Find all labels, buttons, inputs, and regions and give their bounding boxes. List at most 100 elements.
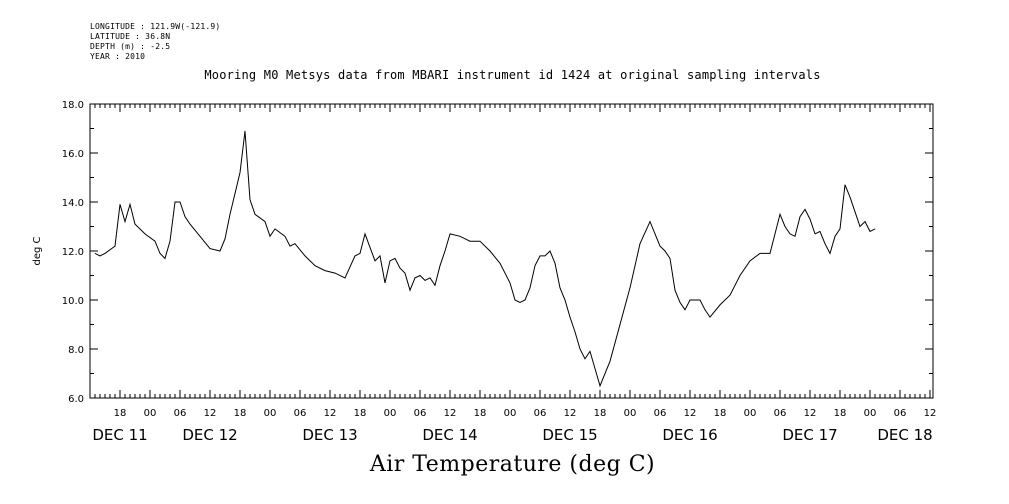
data-point — [354, 255, 356, 257]
plot-frame — [89, 103, 934, 399]
data-point — [659, 245, 661, 247]
x-tick-label: 00 — [384, 408, 397, 419]
data-point — [509, 282, 511, 284]
data-point — [554, 263, 556, 264]
data-point — [239, 172, 241, 173]
data-point — [829, 253, 831, 254]
data-point — [94, 253, 96, 254]
data-point — [849, 196, 851, 198]
x-tick-label: 00 — [624, 408, 637, 419]
x-tick-label: 06 — [774, 408, 787, 419]
metadata-depth: DEPTH (m) : -2.5 — [90, 42, 171, 51]
data-point — [639, 243, 641, 244]
data-point — [154, 240, 156, 242]
data-point — [114, 245, 116, 247]
chart-svg: 6.0 8.0 10.0 12.0 14.0 16.0 18.0 deg C 18 00 06 12 1… — [32, 100, 937, 444]
data-point — [684, 309, 686, 311]
data-point — [609, 361, 611, 362]
y-tick-label: 8.0 — [68, 345, 84, 356]
data-point — [479, 240, 481, 242]
x-tick-label: 12 — [444, 408, 457, 419]
data-point — [519, 302, 521, 303]
data-point — [374, 260, 376, 262]
data-point — [459, 236, 461, 237]
data-point — [844, 184, 846, 186]
data-point — [119, 204, 121, 205]
y-axis-label: deg C — [32, 236, 43, 265]
x-tick-label: 12 — [924, 408, 937, 419]
data-point — [289, 245, 291, 247]
x-tick-label: 12 — [684, 408, 697, 419]
data-point — [359, 253, 361, 254]
data-point — [129, 204, 131, 205]
metadata-longitude: LONGITUDE : 121.9W(-121.9) — [90, 22, 221, 31]
x-tick-label: 12 — [324, 408, 337, 419]
data-point — [769, 253, 771, 254]
data-point — [704, 309, 706, 311]
data-point — [784, 226, 786, 227]
series-line-1 — [814, 184, 876, 255]
data-point — [269, 236, 271, 237]
data-point — [449, 233, 451, 235]
data-point — [664, 250, 666, 252]
data-point — [709, 316, 711, 318]
metadata-latitude: LATITUDE : 36.8N — [90, 32, 171, 41]
x-tick-label: 00 — [864, 408, 877, 419]
data-point — [314, 265, 316, 267]
data-point — [669, 258, 671, 259]
data-point — [99, 255, 101, 257]
data-point — [569, 316, 571, 318]
data-point — [184, 216, 186, 217]
data-point — [584, 358, 586, 360]
x-tick-label: 18 — [594, 408, 607, 419]
metadata-block: LONGITUDE : 121.9W(-121.9) LATITUDE : 36… — [90, 22, 220, 62]
data-point — [794, 236, 796, 237]
x-tick-label: 18 — [834, 408, 847, 419]
data-point — [284, 236, 286, 237]
data-point — [384, 282, 386, 284]
data-point — [559, 287, 561, 289]
y-tick-label: 14.0 — [62, 198, 84, 209]
x-tick-label: 06 — [174, 408, 187, 419]
x-tick-label: 00 — [264, 408, 277, 419]
data-point — [719, 304, 721, 306]
data-point — [414, 277, 416, 279]
data-point — [729, 294, 731, 296]
data-point — [679, 302, 681, 303]
chart-title: Mooring M0 Metsys data from MBARI instru… — [204, 68, 821, 82]
data-point — [549, 250, 551, 252]
data-point — [589, 351, 591, 352]
data-point — [469, 240, 471, 242]
x-tick-label: 18 — [234, 408, 247, 419]
x-tick-label: 06 — [534, 408, 547, 419]
data-point — [539, 255, 541, 257]
data-point — [534, 265, 536, 267]
data-point — [859, 226, 861, 227]
data-point — [179, 201, 181, 203]
data-point — [399, 267, 401, 269]
data-point — [834, 236, 836, 237]
y-tick-label: 10.0 — [62, 296, 84, 307]
data-point — [274, 228, 276, 230]
data-point — [594, 368, 596, 369]
data-point — [294, 243, 296, 244]
data-point — [544, 255, 546, 257]
x-date-label: DEC 16 — [662, 426, 717, 444]
data-point — [244, 130, 246, 132]
x-date-label: DEC 13 — [302, 426, 357, 444]
x-date-label: DEC 15 — [542, 426, 597, 444]
data-point — [864, 221, 866, 222]
data-point — [134, 223, 136, 225]
data-point — [649, 221, 651, 222]
x-tick-label: 12 — [564, 408, 577, 419]
x-tick-label: 18 — [114, 408, 127, 419]
data-point — [229, 214, 231, 215]
x-axis-label: Air Temperature (deg C) — [369, 452, 656, 477]
data-point — [389, 260, 391, 262]
data-point — [854, 211, 856, 213]
data-point — [364, 233, 366, 235]
x-date-label: DEC 12 — [182, 426, 237, 444]
data-point — [169, 240, 171, 242]
x-tick-label: 00 — [144, 408, 157, 419]
y-tick-label: 6.0 — [68, 394, 84, 405]
